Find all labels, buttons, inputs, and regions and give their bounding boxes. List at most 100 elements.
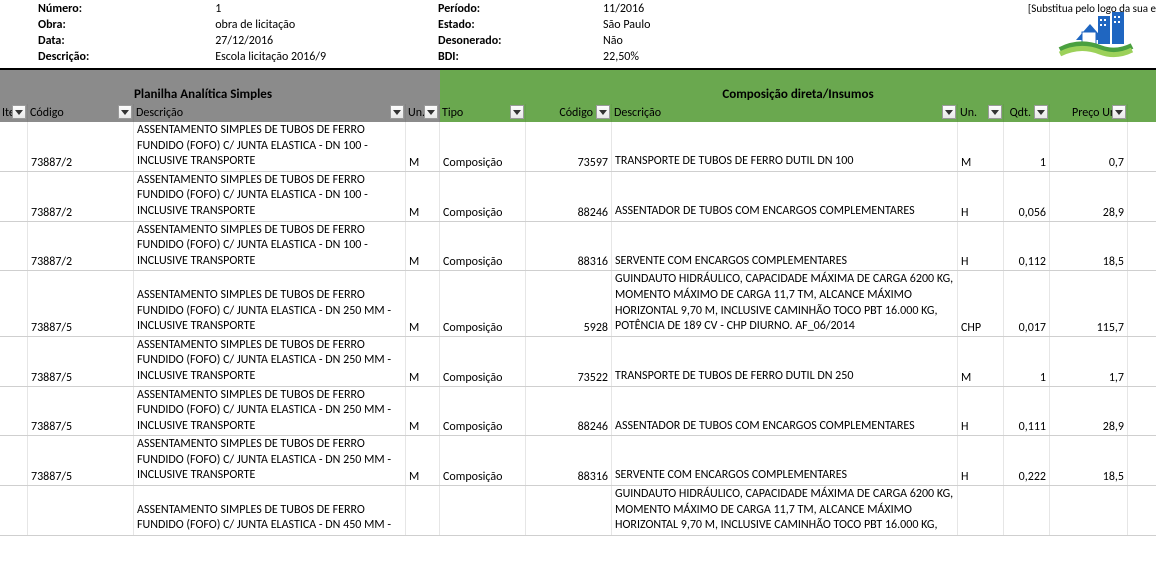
cell-qdt bbox=[1004, 486, 1050, 535]
filter-dropdown-icon[interactable] bbox=[988, 105, 1002, 119]
cell-text: SERVENTE COM ENCARGOS COMPLEMENTARES bbox=[615, 254, 847, 270]
table-row: 73887/2ASSENTAMENTO SIMPLES DE TUBOS DE … bbox=[0, 222, 1156, 272]
filter-dropdown-icon[interactable] bbox=[596, 105, 610, 119]
cell-cod1: 73887/2 bbox=[28, 122, 134, 171]
column-header-label: Código bbox=[559, 106, 593, 120]
column-header-tipo: Tipo bbox=[440, 104, 526, 122]
cell-text: M bbox=[409, 420, 419, 434]
cell-text: ASSENTAMENTO SIMPLES DE TUBOS DE FERRO F… bbox=[137, 437, 402, 484]
filter-dropdown-icon[interactable] bbox=[118, 105, 132, 119]
cell-tipo: Composição bbox=[440, 122, 526, 171]
cell-cod2: 88246 bbox=[526, 172, 612, 221]
cell-text: 0,222 bbox=[1019, 470, 1046, 484]
cell-item bbox=[0, 271, 28, 335]
header-right-block: [Substitua pelo logo da sua e bbox=[738, 2, 1156, 64]
filter-dropdown-icon[interactable] bbox=[1034, 105, 1048, 119]
cell-desc2: SERVENTE COM ENCARGOS COMPLEMENTARES bbox=[612, 222, 958, 271]
cell-desc1: ASSENTAMENTO SIMPLES DE TUBOS DE FERRO F… bbox=[134, 387, 406, 436]
cell-text: 88316 bbox=[578, 470, 608, 484]
cell-text: 73887/2 bbox=[31, 156, 72, 170]
column-header-desc2: Descrição bbox=[612, 104, 958, 122]
cell-tipo: Composição bbox=[440, 222, 526, 271]
cell-desc2: ASSENTADOR DE TUBOS COM ENCARGOS COMPLEM… bbox=[612, 387, 958, 436]
table-row: 73887/5ASSENTAMENTO SIMPLES DE TUBOS DE … bbox=[0, 337, 1156, 387]
filter-dropdown-icon[interactable] bbox=[12, 105, 26, 119]
header-label: Descrição: bbox=[38, 50, 205, 64]
cell-cod1: 73887/5 bbox=[28, 271, 134, 335]
cell-preco: 0,7 bbox=[1050, 122, 1128, 171]
filter-dropdown-icon[interactable] bbox=[1112, 105, 1126, 119]
cell-un2: H bbox=[958, 172, 1004, 221]
cell-preco: 18,5 bbox=[1050, 436, 1128, 485]
cell-text: M bbox=[961, 371, 971, 385]
cell-cod1: 73887/5 bbox=[28, 337, 134, 386]
cell-text: GUINDAUTO HIDRÁULICO, CAPACIDADE MÁXIMA … bbox=[615, 487, 954, 534]
cell-tipo: Composição bbox=[440, 337, 526, 386]
cell-desc1: ASSENTAMENTO SIMPLES DE TUBOS DE FERRO F… bbox=[134, 271, 406, 335]
filter-dropdown-icon[interactable] bbox=[942, 105, 956, 119]
column-header-label: Un. bbox=[960, 106, 977, 120]
cell-item bbox=[0, 222, 28, 271]
cell-desc1: ASSENTAMENTO SIMPLES DE TUBOS DE FERRO F… bbox=[134, 222, 406, 271]
filter-dropdown-icon[interactable] bbox=[390, 105, 404, 119]
header-value: Não bbox=[603, 34, 738, 48]
filter-dropdown-icon[interactable] bbox=[424, 105, 438, 119]
column-header-preco: Preço Unit bbox=[1050, 104, 1128, 122]
cell-un2: H bbox=[958, 436, 1004, 485]
band-right-title: Composição direta/Insumos bbox=[722, 87, 873, 102]
cell-un2: CHP bbox=[958, 271, 1004, 335]
column-header-label: Un. bbox=[408, 106, 425, 120]
cell-text: 73887/5 bbox=[31, 321, 72, 335]
cell-desc2: SERVENTE COM ENCARGOS COMPLEMENTARES bbox=[612, 436, 958, 485]
header-value: Escola licitação 2016/9 bbox=[215, 50, 438, 64]
cell-cod1 bbox=[28, 486, 134, 535]
column-header-item: Item bbox=[0, 104, 28, 122]
column-header-un2: Un. bbox=[958, 104, 1004, 122]
table-row: ASSENTAMENTO SIMPLES DE TUBOS DE FERRO F… bbox=[0, 486, 1156, 536]
cell-text: Composição bbox=[443, 371, 502, 385]
cell-text: 73597 bbox=[578, 156, 608, 170]
table-row: 73887/5 ASSENTAMENTO SIMPLES DE TUBOS DE … bbox=[0, 436, 1156, 486]
cell-un1 bbox=[406, 486, 440, 535]
header-label: Obra: bbox=[38, 18, 205, 32]
cell-text: CHP bbox=[961, 321, 981, 335]
cell-text: ASSENTAMENTO SIMPLES DE TUBOS DE FERRO F… bbox=[137, 338, 402, 385]
cell-cod2: 88316 bbox=[526, 436, 612, 485]
cell-text: GUINDAUTO HIDRÁULICO, CAPACIDADE MÁXIMA … bbox=[615, 272, 954, 334]
column-header-label: Tipo bbox=[442, 106, 463, 120]
cell-text: 18,5 bbox=[1103, 255, 1124, 269]
cell-preco bbox=[1050, 486, 1128, 535]
cell-un1: M bbox=[406, 271, 440, 335]
cell-text: TRANSPORTE DE TUBOS DE FERRO DUTIL DN 25… bbox=[615, 369, 853, 385]
cell-text: 28,9 bbox=[1103, 420, 1124, 434]
filter-dropdown-icon[interactable] bbox=[510, 105, 524, 119]
cell-text: M bbox=[409, 156, 419, 170]
cell-text: H bbox=[961, 420, 968, 434]
cell-tipo: Composição bbox=[440, 387, 526, 436]
cell-text: 1,7 bbox=[1109, 371, 1124, 385]
section-band-row: Planilha Analítica Simples Composição di… bbox=[0, 70, 1156, 104]
cell-preco: 115,7 bbox=[1050, 271, 1128, 335]
header-value: 27/12/2016 bbox=[215, 34, 438, 48]
cell-text: 1 bbox=[1040, 156, 1046, 170]
cell-preco: 28,9 bbox=[1050, 172, 1128, 221]
cell-qdt: 0,017 bbox=[1004, 271, 1050, 335]
cell-text: M bbox=[409, 255, 419, 269]
cell-qdt: 1 bbox=[1004, 122, 1050, 171]
cell-text: 73887/2 bbox=[31, 206, 72, 220]
cell-preco: 1,7 bbox=[1050, 337, 1128, 386]
cell-text: 0,017 bbox=[1019, 321, 1046, 335]
column-headers-row: ItemCódigoDescriçãoUn. TipoCódigoDescriç… bbox=[0, 104, 1156, 122]
header-label: Período: bbox=[438, 2, 593, 16]
cell-text: 18,5 bbox=[1103, 470, 1124, 484]
cell-cod1: 73887/2 bbox=[28, 222, 134, 271]
cell-item bbox=[0, 387, 28, 436]
cell-desc1: ASSENTAMENTO SIMPLES DE TUBOS DE FERRO F… bbox=[134, 172, 406, 221]
cell-text: 73887/5 bbox=[31, 470, 72, 484]
cell-item bbox=[0, 486, 28, 535]
cell-text: H bbox=[961, 470, 968, 484]
header-label: Número: bbox=[38, 2, 205, 16]
cell-un1: M bbox=[406, 436, 440, 485]
cell-un1: M bbox=[406, 222, 440, 271]
cell-text: ASSENTAMENTO SIMPLES DE TUBOS DE FERRO F… bbox=[137, 503, 402, 534]
